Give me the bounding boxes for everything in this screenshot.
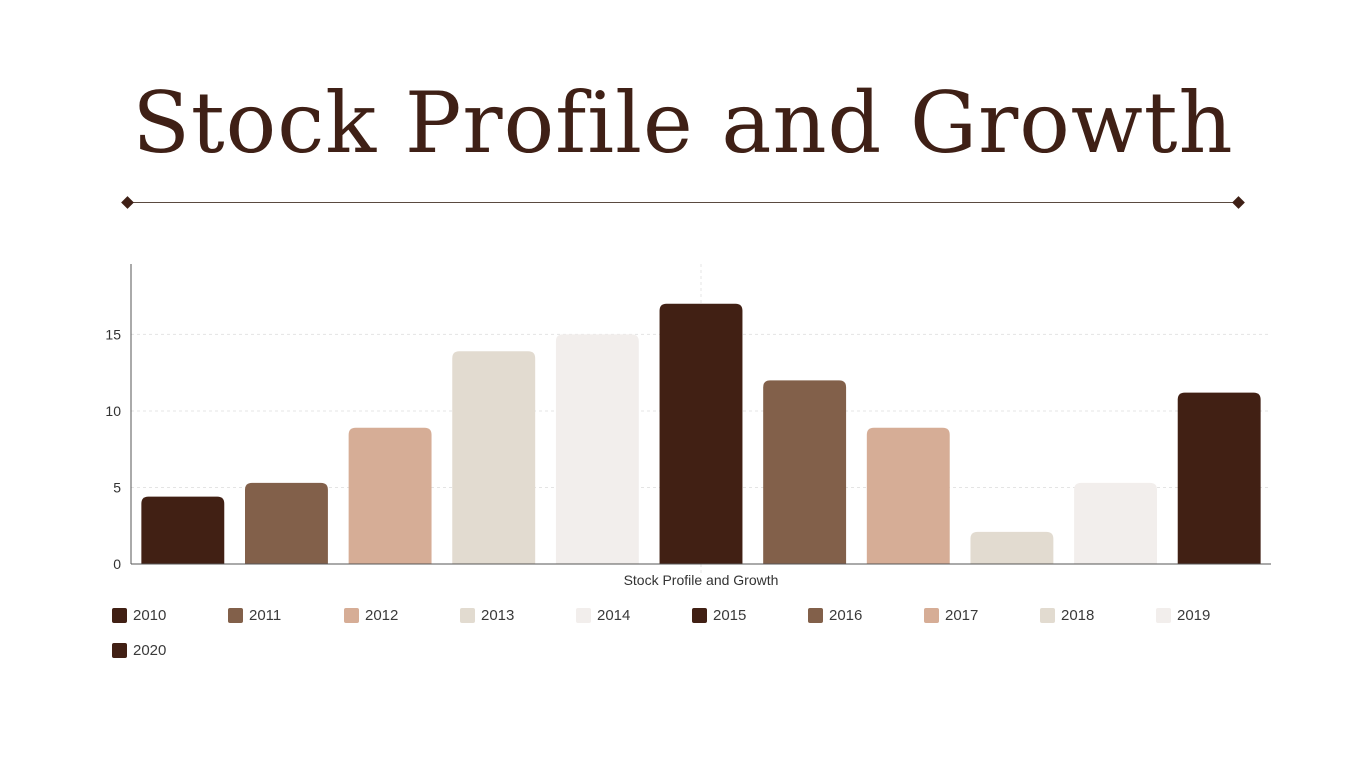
legend-label: 2017 — [945, 606, 979, 624]
legend-label: 2016 — [829, 606, 863, 624]
legend-item-2016[interactable]: 2016 — [808, 604, 862, 626]
legend-swatch — [1040, 607, 1055, 623]
legend-item-2014[interactable]: 2014 — [576, 604, 630, 626]
chart-bars — [141, 303, 1261, 564]
chart-axes — [130, 264, 1271, 565]
legend-item-2012[interactable]: 2012 — [344, 604, 398, 626]
legend-swatch — [924, 607, 939, 623]
y-tick-label: 0 — [113, 556, 121, 572]
legend-item-2015[interactable]: 2015 — [692, 604, 746, 626]
y-tick-label: 5 — [113, 479, 121, 495]
bar-2014 — [555, 334, 639, 564]
legend-label: 2011 — [249, 606, 282, 624]
legend-item-2017[interactable]: 2017 — [924, 604, 978, 626]
legend-swatch — [112, 642, 127, 658]
legend-swatch — [808, 607, 823, 623]
legend-label: 2020 — [133, 641, 167, 659]
bar-2010 — [141, 496, 225, 564]
legend-item-2011[interactable]: 2011 — [228, 604, 281, 626]
legend-swatch — [228, 607, 243, 623]
bar-2020 — [1177, 392, 1261, 564]
bar-2015 — [659, 303, 743, 564]
legend-label: 2013 — [481, 606, 515, 624]
x-axis-title: Stock Profile and Growth — [624, 572, 779, 588]
y-tick-labels: 0 5 10 15 — [105, 326, 121, 572]
legend-swatch — [1156, 607, 1171, 623]
bar-2019 — [1074, 482, 1157, 564]
bar-2013 — [452, 351, 536, 564]
bar-2011 — [245, 482, 328, 564]
bar-2018 — [970, 531, 1054, 564]
legend-swatch — [576, 607, 591, 623]
legend-item-2018[interactable]: 2018 — [1040, 604, 1094, 626]
divider-line — [128, 202, 1238, 203]
legend-item-2019[interactable]: 2019 — [1156, 604, 1210, 626]
legend-label: 2019 — [1177, 606, 1211, 624]
legend-swatch — [460, 607, 475, 623]
bar-2016 — [763, 380, 847, 564]
legend-label: 2015 — [713, 606, 747, 624]
title-divider — [120, 194, 1246, 212]
legend-swatch — [112, 607, 127, 623]
y-tick-label: 15 — [105, 326, 121, 342]
legend-item-2013[interactable]: 2013 — [460, 604, 514, 626]
bar-2017 — [866, 427, 950, 564]
legend-swatch — [692, 607, 707, 623]
legend-label: 2012 — [365, 606, 399, 624]
legend-label: 2010 — [133, 606, 167, 624]
legend-item-2010[interactable]: 2010 — [112, 604, 166, 626]
legend-label: 2018 — [1061, 606, 1095, 624]
y-tick-label: 10 — [105, 403, 121, 419]
legend-item-2020[interactable]: 2020 — [112, 639, 166, 661]
legend-swatch — [344, 607, 359, 623]
bar-2012 — [348, 427, 432, 564]
page-title: Stock Profile and Growth — [132, 74, 1234, 172]
legend-label: 2014 — [597, 606, 631, 624]
